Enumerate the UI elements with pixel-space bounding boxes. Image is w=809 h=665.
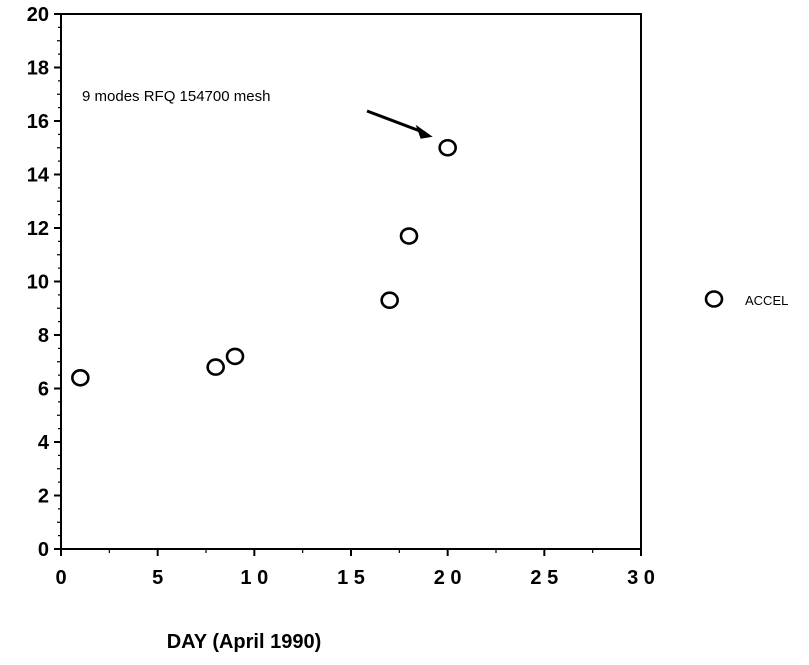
x-tick-label: 0 — [55, 567, 66, 589]
y-tick-label: 8 — [38, 325, 49, 347]
annotation-arrow-line — [366, 109, 426, 135]
y-tick-label: 4 — [38, 432, 50, 454]
data-point — [71, 368, 90, 387]
x-tick-label: 3 0 — [627, 567, 655, 589]
x-axis-ticks: 0 5 1 0 1 5 2 0 2 5 3 0 — [55, 549, 655, 589]
annotation-arrowhead — [415, 124, 433, 139]
data-point — [399, 227, 419, 245]
legend-label: ACCEL — [745, 293, 788, 308]
y-tick-label: 18 — [27, 58, 49, 80]
y-tick-label: 20 — [27, 4, 49, 26]
y-tick-label: 14 — [27, 165, 50, 187]
data-point — [225, 347, 245, 366]
x-tick-label: 2 5 — [530, 567, 558, 589]
data-point — [206, 358, 225, 376]
annotation-text: 9 modes RFQ 154700 mesh — [82, 88, 270, 105]
legend: ACCEL — [704, 290, 788, 308]
y-tick-label: 16 — [27, 111, 49, 133]
y-tick-label: 0 — [38, 539, 49, 561]
x-axis-label: DAY (April 1990) — [167, 631, 322, 653]
y-tick-label: 10 — [27, 272, 49, 294]
y-axis-ticks: 0 2 4 6 8 10 12 14 16 18 20 — [27, 4, 61, 561]
x-tick-label: 1 0 — [240, 567, 268, 589]
y-tick-label: 2 — [38, 486, 49, 508]
annotation: 9 modes RFQ 154700 mesh — [82, 88, 433, 139]
data-point — [438, 138, 457, 157]
x-tick-label: 5 — [152, 567, 163, 589]
x-tick-label: 2 0 — [434, 567, 462, 589]
y-tick-label: 6 — [38, 379, 49, 401]
x-tick-label: 1 5 — [337, 567, 365, 589]
legend-marker — [704, 290, 724, 308]
data-points — [71, 138, 457, 387]
y-tick-label: 12 — [27, 218, 49, 240]
data-point — [380, 291, 399, 310]
